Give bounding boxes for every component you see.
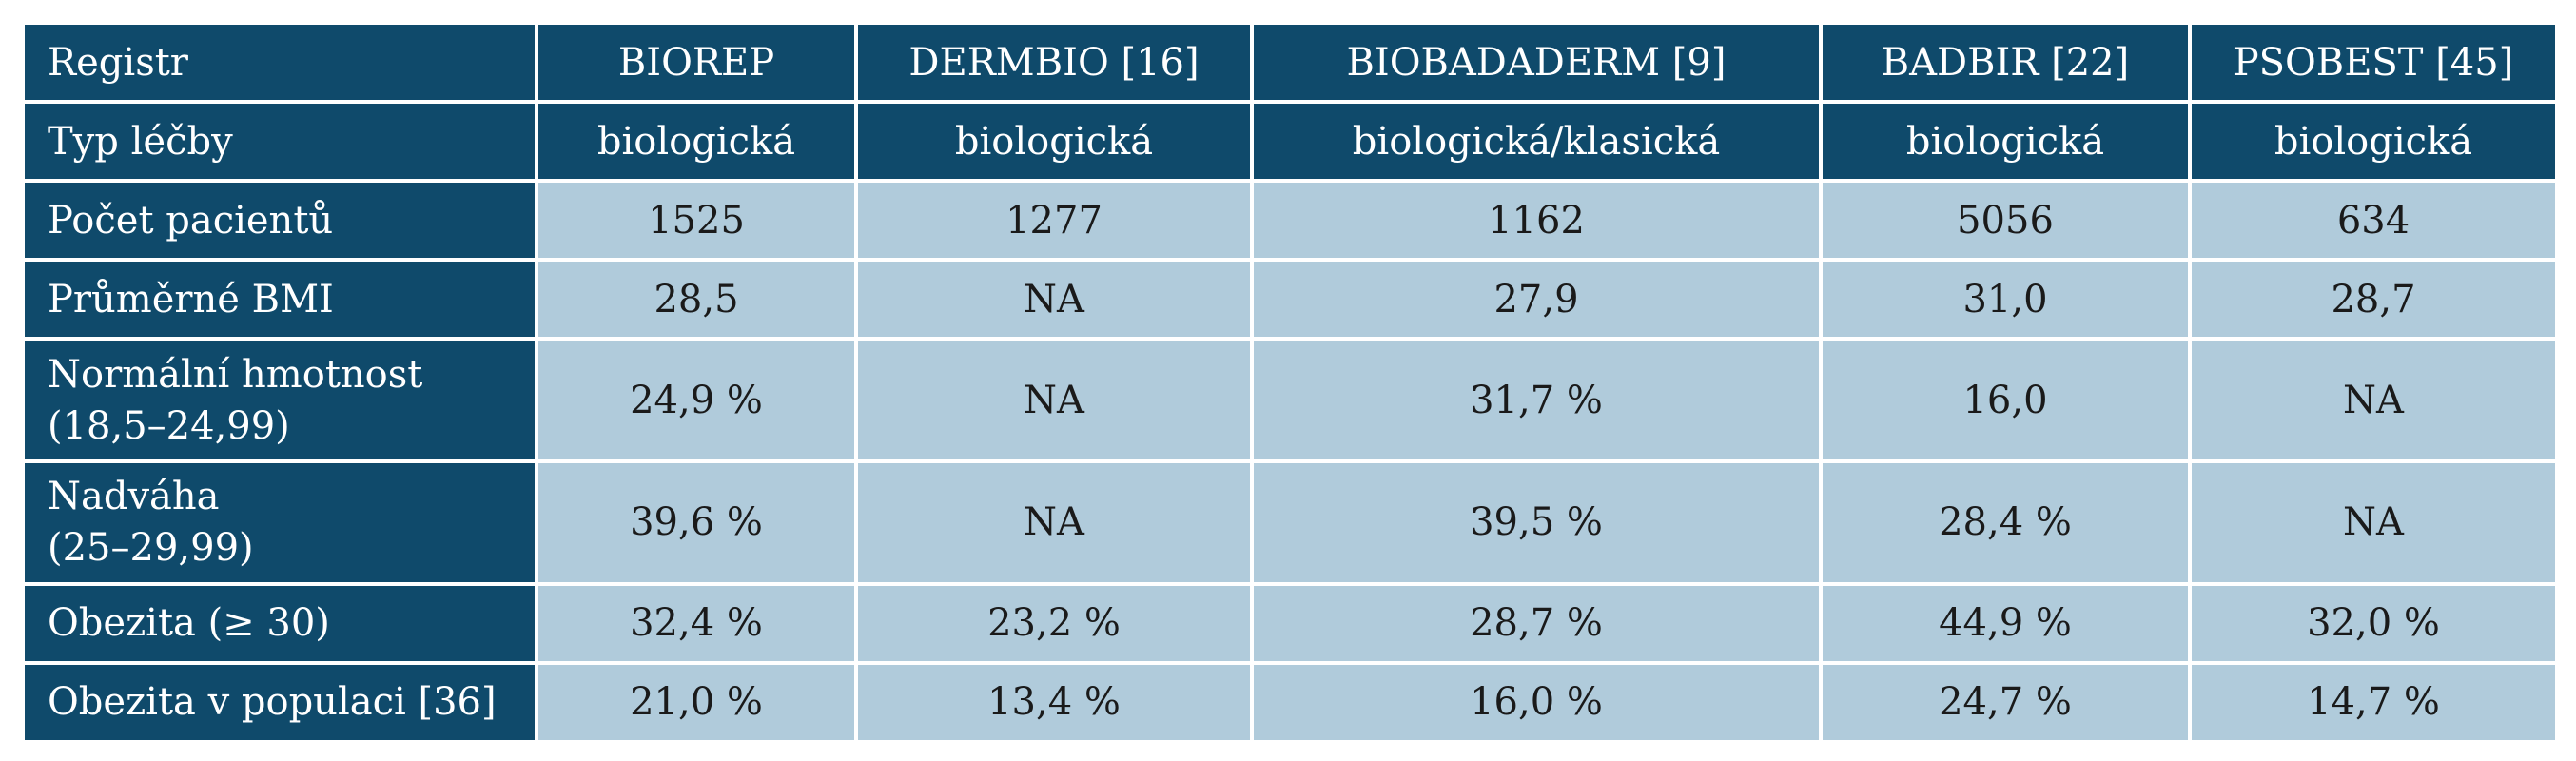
table-row-obesity: Obezita (≥ 30) 32,4 % 23,2 % 28,7 % 44,9… bbox=[21, 581, 2559, 665]
table-cell: 31,0 bbox=[1819, 258, 2192, 341]
table-cell: 32,0 % bbox=[2188, 581, 2559, 665]
table-cell: biologická bbox=[854, 100, 1254, 184]
table-cell: biologická bbox=[1819, 100, 2192, 184]
row-label-line: Počet pacientů bbox=[48, 198, 334, 243]
row-label-line: Průměrné BMI bbox=[48, 277, 334, 322]
table-cell: 24,9 % bbox=[535, 337, 858, 463]
row-label-line: Normální hmotnost bbox=[48, 352, 423, 397]
table-cell: 23,2 % bbox=[854, 581, 1254, 665]
table-cell: 1277 bbox=[854, 179, 1254, 263]
header-label: Registr bbox=[21, 20, 538, 105]
column-header: BIOBADADERM [9] bbox=[1250, 20, 1823, 105]
table-cell: 28,4 % bbox=[1819, 459, 2192, 586]
table-cell: 1525 bbox=[535, 179, 858, 263]
table-cell: 13,4 % bbox=[854, 660, 1254, 745]
row-label: Počet pacientů bbox=[21, 179, 538, 263]
table-row-overweight: Nadváha (25–29,99) 39,6 % NA 39,5 % 28,4… bbox=[21, 459, 2559, 586]
table-row-population-obesity: Obezita v populaci [36] 21,0 % 13,4 % 16… bbox=[21, 660, 2559, 745]
table-cell: 28,7 bbox=[2188, 258, 2559, 341]
row-label: Obezita v populaci [36] bbox=[21, 660, 538, 745]
table-cell: 27,9 bbox=[1250, 258, 1823, 341]
row-label: Normální hmotnost (18,5–24,99) bbox=[21, 337, 538, 463]
table-cell: 44,9 % bbox=[1819, 581, 2192, 665]
table-cell: biologická/klasická bbox=[1250, 100, 1823, 184]
table-cell: 1162 bbox=[1250, 179, 1823, 263]
table-cell: 16,0 bbox=[1819, 337, 2192, 463]
table-cell: 32,4 % bbox=[535, 581, 858, 665]
table-cell: 39,5 % bbox=[1250, 459, 1823, 586]
column-header: BADBIR [22] bbox=[1819, 20, 2192, 105]
row-label-line: Typ léčby bbox=[48, 119, 233, 164]
column-header: BIOREP bbox=[535, 20, 858, 105]
table-cell: NA bbox=[2188, 337, 2559, 463]
row-label-line: Obezita v populaci [36] bbox=[48, 680, 497, 725]
row-label: Průměrné BMI bbox=[21, 258, 538, 341]
table-row-average-bmi: Průměrné BMI 28,5 NA 27,9 31,0 28,7 bbox=[21, 258, 2559, 341]
header-row: Registr BIOREP DERMBIO [16] BIOBADADERM … bbox=[21, 20, 2559, 105]
row-label-line: Nadváha bbox=[48, 475, 220, 519]
row-label: Nadváha (25–29,99) bbox=[21, 459, 538, 586]
bmi-registry-table: Registr BIOREP DERMBIO [16] BIOBADADERM … bbox=[21, 20, 2559, 745]
table-row-patient-count: Počet pacientů 1525 1277 1162 5056 634 bbox=[21, 179, 2559, 263]
row-label-line: (18,5–24,99) bbox=[48, 403, 290, 448]
table-cell: 39,6 % bbox=[535, 459, 858, 586]
table-cell: 31,7 % bbox=[1250, 337, 1823, 463]
table-cell: biologická bbox=[535, 100, 858, 184]
table-cell: biologická bbox=[2188, 100, 2559, 184]
table-cell: 16,0 % bbox=[1250, 660, 1823, 745]
bmi-registry-table-container: Registr BIOREP DERMBIO [16] BIOBADADERM … bbox=[21, 20, 2559, 745]
table-cell: 634 bbox=[2188, 179, 2559, 263]
column-header: PSOBEST [45] bbox=[2188, 20, 2559, 105]
table-cell: NA bbox=[2188, 459, 2559, 586]
row-label-line: Obezita (≥ 30) bbox=[48, 601, 330, 646]
row-label: Obezita (≥ 30) bbox=[21, 581, 538, 665]
row-label-line: (25–29,99) bbox=[48, 526, 254, 571]
table-cell: 24,7 % bbox=[1819, 660, 2192, 745]
table-cell: 28,5 bbox=[535, 258, 858, 341]
column-header: DERMBIO [16] bbox=[854, 20, 1254, 105]
table-row-treatment-type: Typ léčby biologická biologická biologic… bbox=[21, 100, 2559, 184]
table-row-normal-weight: Normální hmotnost (18,5–24,99) 24,9 % NA… bbox=[21, 337, 2559, 463]
table-cell: NA bbox=[854, 459, 1254, 586]
table-cell: 5056 bbox=[1819, 179, 2192, 263]
table-cell: NA bbox=[854, 258, 1254, 341]
table-cell: 28,7 % bbox=[1250, 581, 1823, 665]
row-label: Typ léčby bbox=[21, 100, 538, 184]
table-cell: 14,7 % bbox=[2188, 660, 2559, 745]
table-cell: 21,0 % bbox=[535, 660, 858, 745]
table-cell: NA bbox=[854, 337, 1254, 463]
